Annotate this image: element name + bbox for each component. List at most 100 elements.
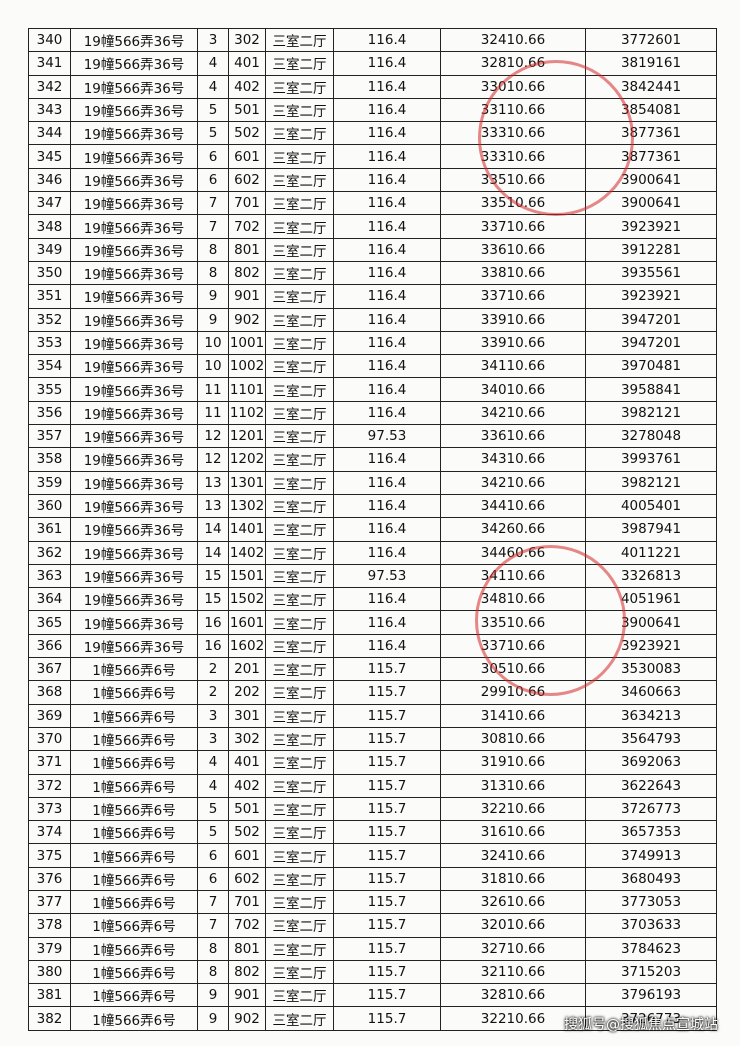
table-cell: 3982121 [585,400,717,426]
table-cell: 8 [197,260,229,286]
table-cell: 115.7 [333,657,441,682]
table-cell: 9 [197,307,229,332]
table-cell: 三室二厅 [265,540,334,565]
table-cell: 1002 [228,354,266,379]
table-cell: 355 [28,377,71,402]
table-cell: 三室二厅 [265,680,334,705]
table-cell: 375 [28,843,71,868]
table-cell: 19幢566弄36号 [70,377,198,402]
table-cell: 7 [197,913,229,938]
table-cell: 341 [28,51,71,76]
seal [478,60,634,216]
table-row: 347 19幢566弄36号 7 701 三室二厅 116.4 33510.66 390064… [28,191,717,216]
table-cell: 1幢566弄6号 [70,959,198,985]
table-cell: 3970481 [585,354,717,379]
table-cell: 13 [197,470,229,495]
table-row: 354 19幢566弄36号 10 1002 三室二厅 116.4 34110.66 3970… [28,354,717,379]
table-cell: 351 [28,284,71,309]
table-cell: 601 [228,843,266,868]
table-cell: 5 [197,820,229,845]
table-row: 351 19幢566弄36号 9 901 三室二厅 116.4 33710.66 392392… [28,284,717,309]
table-cell: 802 [228,260,266,286]
table-cell: 6 [197,843,229,868]
table-cell: 16 [197,610,229,635]
table-cell: 31610.66 [440,820,586,845]
table-cell: 34010.66 [440,377,586,402]
table-cell: 11 [197,377,229,402]
table-cell: 2 [197,680,229,705]
table-row: 353 19幢566弄36号 10 1001 三室二厅 116.4 33910.66 3947… [28,330,717,356]
table-cell: 三室二厅 [265,1006,334,1031]
table-cell: 1402 [228,540,266,565]
table-cell: 三室二厅 [265,284,334,309]
table-cell: 3622643 [585,773,717,798]
table-cell: 6 [197,144,229,169]
table-cell: 19幢566弄36号 [70,121,198,146]
table-cell: 359 [28,470,71,495]
table-cell: 802 [228,959,266,985]
table-cell: 379 [28,936,71,961]
table-cell: 3935561 [585,260,717,286]
table-cell: 14 [197,540,229,565]
table-cell: 三室二厅 [265,820,334,845]
table-cell: 15 [197,563,229,589]
table-cell: 三室二厅 [265,260,334,286]
table-cell: 9 [197,1006,229,1031]
table-row: 358 19幢566弄36号 12 1202 三室二厅 116.4 34310.66 3993… [28,447,717,472]
table-cell: 116.4 [333,260,441,286]
table-cell: 31310.66 [440,773,586,798]
table-cell: 1幢566弄6号 [70,913,198,938]
table-cell: 116.4 [333,517,441,542]
table-cell: 116.4 [333,144,441,169]
table-cell: 352 [28,307,71,332]
table-row: 361 19幢566弄36号 14 1401 三室二厅 116.4 34260.66 3987… [28,517,717,542]
table-cell: 116.4 [333,330,441,356]
table-cell: 三室二厅 [265,610,334,635]
table-cell: 367 [28,657,71,682]
table-cell: 三室二厅 [265,167,334,193]
table-cell: 1幢566弄6号 [70,750,198,775]
table-cell: 3680493 [585,866,717,891]
table-cell: 19幢566弄36号 [70,144,198,169]
table-cell: 4 [197,51,229,76]
table-cell: 116.4 [333,354,441,379]
table-cell: 345 [28,144,71,169]
table-row: 379 1幢566弄6号 8 801 三室二厅 115.7 32710.66 3784623 [28,936,717,961]
table-cell: 3564793 [585,726,717,752]
table-cell: 340 [28,27,71,53]
table-cell: 19幢566弄36号 [70,237,198,262]
table-cell: 3923921 [585,214,717,239]
table-cell: 701 [228,191,266,216]
table-cell: 1202 [228,447,266,472]
table-cell: 32010.66 [440,913,586,938]
table-cell: 三室二厅 [265,773,334,798]
table-cell: 19幢566弄36号 [70,610,198,635]
table-cell: 115.7 [333,703,441,728]
table-cell: 1幢566弄6号 [70,820,198,845]
table-cell: 三室二厅 [265,843,334,868]
table-cell: 360 [28,493,71,519]
table-cell: 97.53 [333,563,441,589]
table-row: 374 1幢566弄6号 5 502 三室二厅 115.7 31610.66 3657353 [28,820,717,845]
table-cell: 4 [197,773,229,798]
table-cell: 116.4 [333,633,441,659]
table-cell: 369 [28,703,71,728]
table-cell: 5 [197,97,229,123]
table-cell: 97.53 [333,424,441,449]
table-cell: 15 [197,587,229,612]
table-row: 381 1幢566弄6号 9 901 三室二厅 115.7 32810.66 3796193 [28,983,717,1008]
table-cell: 4 [197,74,229,99]
table-cell: 19幢566弄36号 [70,517,198,542]
table-cell: 116.4 [333,400,441,426]
table-cell: 31910.66 [440,750,586,775]
table-cell: 378 [28,913,71,938]
table-cell: 三室二厅 [265,936,334,961]
table-cell: 377 [28,889,71,915]
table-cell: 353 [28,330,71,356]
table-cell: 1601 [228,610,266,635]
table-cell: 19幢566弄36号 [70,470,198,495]
table-cell: 801 [228,237,266,262]
table-cell: 371 [28,750,71,775]
table-cell: 116.4 [333,191,441,216]
